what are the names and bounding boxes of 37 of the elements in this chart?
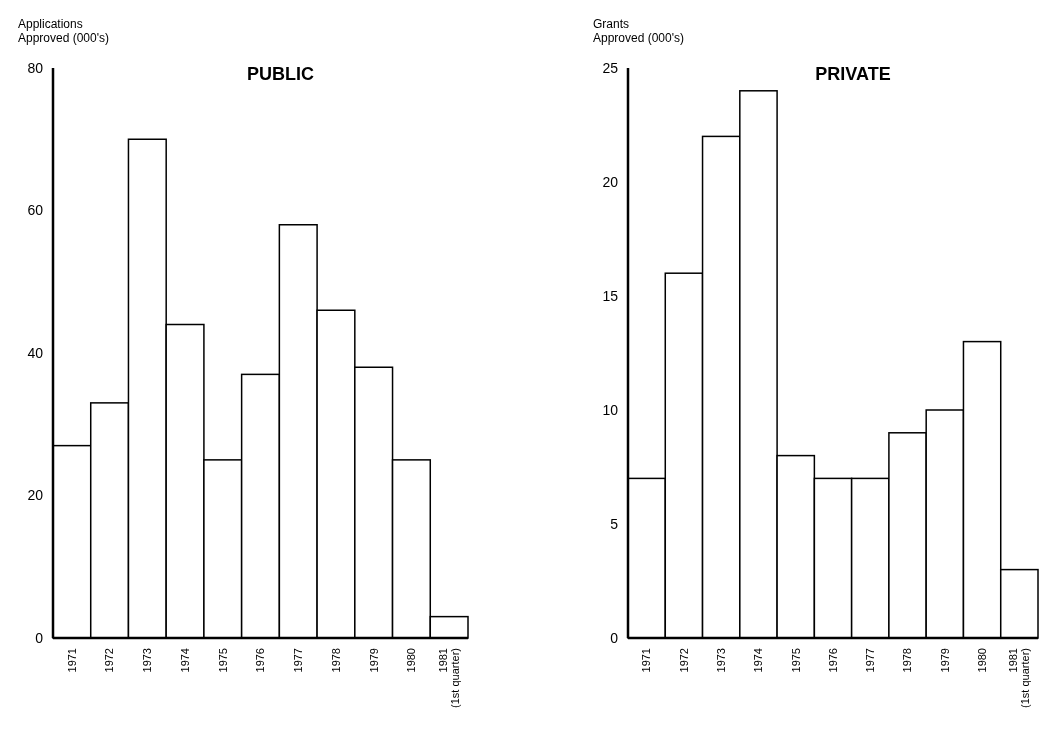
x-tick-label: 1975 xyxy=(789,648,802,673)
y-tick-label: 40 xyxy=(27,344,44,361)
y-axis-title: Applications Approved (000's) xyxy=(18,17,110,45)
y-tick-label: 0 xyxy=(35,629,44,646)
y-tick-label: 25 xyxy=(602,59,619,76)
y-tick-label: 20 xyxy=(27,487,44,504)
x-tick-label: 1973 xyxy=(715,648,728,673)
chart-title: PRIVATE xyxy=(815,64,891,84)
x-tick-label: 1972 xyxy=(103,648,116,673)
x-tick-label: 1978 xyxy=(901,648,914,673)
x-tick-label: 1979 xyxy=(367,648,380,673)
y-tick-label: 15 xyxy=(602,287,619,304)
x-tick-label: 1971 xyxy=(65,648,78,673)
y-tick-label: 10 xyxy=(602,401,619,418)
y-tick-label: 60 xyxy=(27,202,44,219)
x-tick-label: 1981 (1st quarter) xyxy=(436,648,461,708)
x-tick-label: 1973 xyxy=(141,648,154,673)
x-tick-label: 1976 xyxy=(826,648,839,673)
x-tick-label: 1980 xyxy=(405,648,418,673)
x-tick-label: 1977 xyxy=(292,648,305,673)
x-tick-label: 1974 xyxy=(752,648,765,673)
x-tick-label: 1974 xyxy=(178,648,191,673)
x-tick-label: 1981 (1st quarter) xyxy=(1007,648,1032,708)
y-tick-label: 80 xyxy=(27,59,44,76)
x-tick-label: 1977 xyxy=(864,648,877,673)
x-tick-label: 1971 xyxy=(640,648,653,673)
x-tick-label: 1976 xyxy=(254,648,267,673)
y-axis-title: Grants Approved (000's) xyxy=(593,17,685,45)
y-tick-label: 20 xyxy=(602,173,619,190)
x-tick-label: 1980 xyxy=(975,648,988,673)
y-tick-label: 5 xyxy=(610,515,619,532)
chart-title: PUBLIC xyxy=(247,64,314,84)
y-tick-label: 0 xyxy=(610,629,619,646)
x-tick-label: 1978 xyxy=(329,648,342,673)
x-tick-label: 1979 xyxy=(938,648,951,673)
x-tick-label: 1972 xyxy=(677,648,690,673)
x-tick-label: 1975 xyxy=(216,648,229,673)
